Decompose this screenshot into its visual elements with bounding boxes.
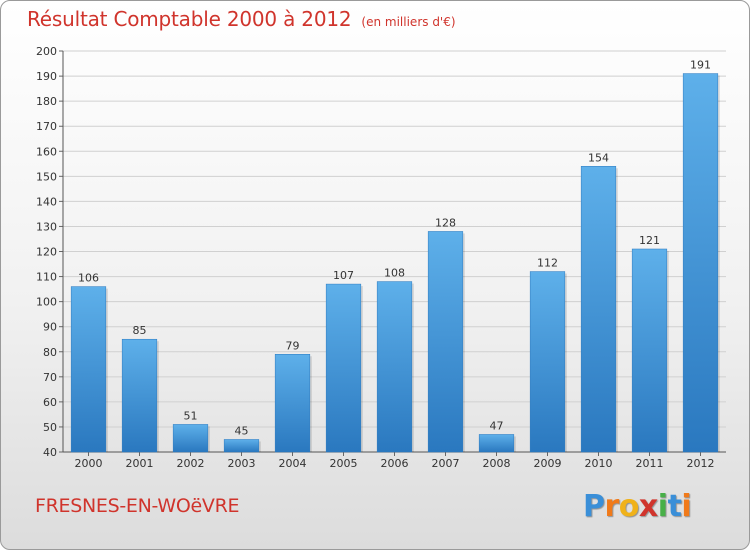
y-tick-label: 130 bbox=[36, 220, 57, 233]
x-tick-label: 2002 bbox=[177, 457, 205, 470]
x-tick-label: 2011 bbox=[636, 457, 664, 470]
bar bbox=[580, 166, 617, 453]
data-label: 191 bbox=[690, 59, 711, 72]
x-tick-label: 2005 bbox=[330, 457, 358, 470]
logo-letter: i bbox=[681, 489, 692, 524]
data-label: 106 bbox=[78, 272, 99, 285]
y-tick-label: 150 bbox=[36, 170, 57, 183]
data-label: 79 bbox=[286, 339, 300, 352]
bar bbox=[529, 271, 566, 453]
proxiti-logo: Proxiti bbox=[583, 489, 692, 524]
bar bbox=[631, 248, 668, 453]
x-tick-label: 2006 bbox=[381, 457, 409, 470]
chart-title: Résultat Comptable 2000 à 2012 bbox=[27, 7, 352, 31]
data-label: 107 bbox=[333, 269, 354, 282]
bar bbox=[682, 73, 719, 453]
y-tick-label: 100 bbox=[36, 296, 57, 309]
y-tick-label: 170 bbox=[36, 120, 57, 133]
y-tick-label: 40 bbox=[43, 446, 57, 459]
bar bbox=[478, 434, 515, 453]
y-tick-label: 140 bbox=[36, 195, 57, 208]
y-tick-label: 80 bbox=[43, 346, 57, 359]
x-tick-label: 2003 bbox=[228, 457, 256, 470]
data-label: 128 bbox=[435, 216, 456, 229]
data-label: 108 bbox=[384, 267, 405, 280]
y-tick-label: 70 bbox=[43, 371, 57, 384]
commune-name: FRESNES-EN-WOëVRE bbox=[35, 495, 240, 517]
logo-letter: r bbox=[604, 489, 620, 524]
y-tick-label: 90 bbox=[43, 321, 57, 334]
x-tick-label: 2000 bbox=[75, 457, 103, 470]
x-tick-label: 2008 bbox=[483, 457, 511, 470]
bar bbox=[274, 354, 311, 453]
y-tick-label: 50 bbox=[43, 421, 57, 434]
logo-letter: x bbox=[638, 489, 658, 524]
data-label: 121 bbox=[639, 234, 660, 247]
logo-letter: o bbox=[618, 489, 640, 524]
y-tick-label: 110 bbox=[36, 271, 57, 284]
labels: 40 50 60 70 80 90 100 110 120 130 140 150 160 170 180 1… bbox=[36, 45, 715, 470]
chart-title-block: Résultat Comptable 2000 à 2012 (en millie… bbox=[27, 7, 456, 31]
logo-letter: i bbox=[657, 489, 668, 524]
bar bbox=[325, 283, 362, 453]
chart-subtitle: (en milliers d'€) bbox=[361, 15, 456, 29]
data-label: 85 bbox=[133, 324, 147, 337]
data-label: 51 bbox=[184, 409, 198, 422]
bars bbox=[70, 73, 720, 453]
y-tick-label: 60 bbox=[43, 396, 57, 409]
x-tick-label: 2012 bbox=[687, 457, 715, 470]
y-tick-label: 180 bbox=[36, 95, 57, 108]
bar bbox=[121, 338, 158, 453]
bar bbox=[172, 424, 209, 453]
bar bbox=[427, 231, 464, 453]
data-label: 154 bbox=[588, 151, 609, 164]
x-tick-label: 2001 bbox=[126, 457, 154, 470]
y-tick-label: 160 bbox=[36, 145, 57, 158]
x-tick-label: 2007 bbox=[432, 457, 460, 470]
logo-letter: P bbox=[583, 489, 605, 524]
bar bbox=[70, 286, 107, 453]
data-label: 112 bbox=[537, 257, 558, 270]
data-label: 45 bbox=[235, 424, 249, 437]
bar bbox=[223, 439, 260, 453]
logo-letter: t bbox=[667, 489, 682, 524]
y-tick-label: 190 bbox=[36, 70, 57, 83]
y-tick-label: 200 bbox=[36, 45, 57, 58]
data-label: 47 bbox=[490, 419, 504, 432]
x-tick-label: 2004 bbox=[279, 457, 307, 470]
x-tick-label: 2009 bbox=[534, 457, 562, 470]
y-tick-label: 120 bbox=[36, 246, 57, 259]
x-tick-label: 2010 bbox=[585, 457, 613, 470]
bar bbox=[376, 281, 413, 453]
